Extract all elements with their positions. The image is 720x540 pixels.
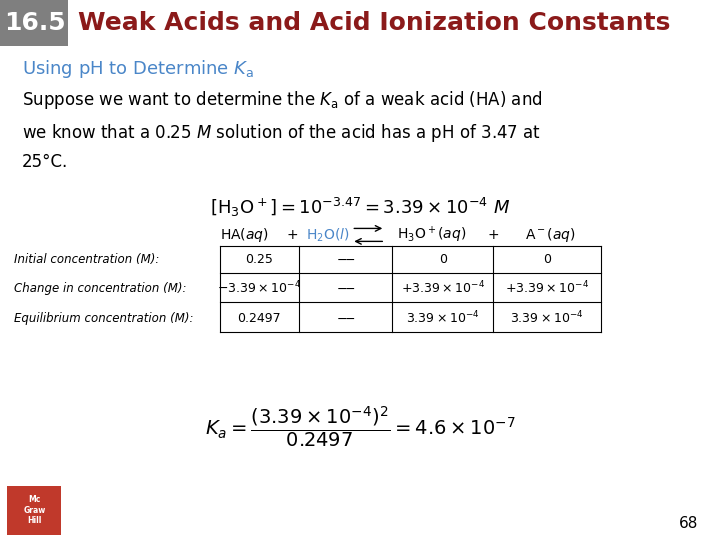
- Text: A$^-$($aq$): A$^-$($aq$): [526, 226, 576, 244]
- Text: $-\!\!-$: $-\!\!-$: [336, 282, 356, 295]
- Text: 0.25: 0.25: [246, 253, 273, 266]
- FancyBboxPatch shape: [0, 0, 68, 46]
- Text: $3.39 \times 10^{-4}$: $3.39 \times 10^{-4}$: [406, 310, 480, 326]
- Text: $+$: $+$: [286, 228, 297, 242]
- Text: Change in concentration (M):: Change in concentration (M):: [14, 282, 187, 295]
- Text: $[\mathrm{H_3O^+}] = 10^{-3.47} = 3.39 \times 10^{-4}\ M$: $[\mathrm{H_3O^+}] = 10^{-3.47} = 3.39 \…: [210, 197, 510, 219]
- Text: $-3.39 \times 10^{-4}$: $-3.39 \times 10^{-4}$: [217, 280, 301, 296]
- Text: Suppose we want to determine the $K_\mathrm{a}$ of a weak acid (HA) and
we know : Suppose we want to determine the $K_\mat…: [22, 89, 542, 171]
- Text: $K_a = \dfrac{(3.39 \times 10^{-4})^2}{0.2497} = 4.6 \times 10^{-7}$: $K_a = \dfrac{(3.39 \times 10^{-4})^2}{0…: [204, 404, 516, 449]
- Text: $-\!\!-$: $-\!\!-$: [336, 253, 356, 266]
- Text: 16.5: 16.5: [4, 11, 66, 35]
- Text: $+3.39 \times 10^{-4}$: $+3.39 \times 10^{-4}$: [505, 280, 589, 296]
- Text: Weak Acids and Acid Ionization Constants: Weak Acids and Acid Ionization Constants: [78, 11, 670, 35]
- Text: $+$: $+$: [487, 228, 499, 242]
- Text: H$_2$O($l$): H$_2$O($l$): [306, 226, 349, 244]
- FancyBboxPatch shape: [7, 486, 61, 535]
- Text: 0: 0: [438, 253, 447, 266]
- Text: H$_3$O$^+$($aq$): H$_3$O$^+$($aq$): [397, 225, 467, 245]
- Text: $3.39 \times 10^{-4}$: $3.39 \times 10^{-4}$: [510, 310, 584, 326]
- Text: 68: 68: [679, 516, 698, 531]
- Text: Using pH to Determine $K_\mathrm{a}$: Using pH to Determine $K_\mathrm{a}$: [22, 58, 254, 79]
- Text: 0: 0: [543, 253, 552, 266]
- Text: Equilibrium concentration (M):: Equilibrium concentration (M):: [14, 312, 194, 325]
- Text: HA($aq$): HA($aq$): [220, 226, 269, 244]
- Text: Initial concentration (M):: Initial concentration (M):: [14, 253, 160, 266]
- Text: Mc
Graw
Hill: Mc Graw Hill: [24, 495, 45, 525]
- Text: $-\!\!-$: $-\!\!-$: [336, 312, 356, 325]
- Text: 0.2497: 0.2497: [238, 312, 281, 325]
- Text: $+3.39 \times 10^{-4}$: $+3.39 \times 10^{-4}$: [401, 280, 485, 296]
